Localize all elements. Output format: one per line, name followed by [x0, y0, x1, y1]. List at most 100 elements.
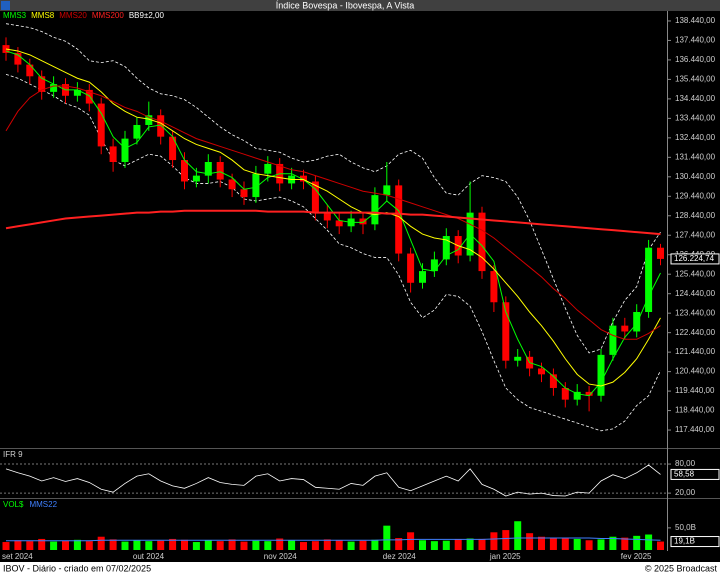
- x-tick-label: fev 2025: [621, 552, 652, 561]
- candle-body: [609, 325, 617, 355]
- volume-bar: [181, 539, 188, 550]
- current-value-box: [670, 536, 720, 548]
- volume-bar: [26, 541, 34, 550]
- candle-body: [490, 271, 498, 303]
- volume-bar: [502, 530, 510, 550]
- volume-bar: [62, 540, 69, 550]
- volume-bar: [157, 540, 165, 550]
- candle-body: [216, 162, 224, 180]
- volume-bar: [573, 538, 581, 550]
- y-tick-label: 131.440,00: [675, 152, 716, 161]
- candle-body: [597, 354, 605, 396]
- candle-body: [109, 146, 117, 162]
- candle-body: [335, 220, 343, 227]
- y-tick-label: 138.440,00: [675, 16, 716, 25]
- candle-body: [383, 185, 391, 196]
- volume-bar: [442, 540, 450, 550]
- title-bar: [0, 0, 720, 11]
- candle-body: [73, 89, 81, 96]
- footer-bar: [0, 562, 720, 575]
- current-value-label: 19,1B: [674, 537, 695, 546]
- candle-body: [264, 163, 272, 174]
- candle-body: [26, 64, 34, 77]
- y-tick-label: 121.440,00: [675, 347, 716, 356]
- candle-body: [323, 212, 331, 221]
- moving-average: [5, 209, 661, 236]
- y-tick-label: 122.440,00: [675, 328, 716, 337]
- x-tick-label: set 2024: [2, 552, 33, 561]
- volume-bar: [97, 536, 105, 550]
- current-value-label: 126.224,74: [674, 254, 715, 263]
- volume-bar: [85, 541, 93, 550]
- volume-bar: [121, 541, 129, 550]
- volume-bar: [14, 540, 22, 550]
- volume-average: [6, 537, 661, 542]
- y-tick-label: 80,00: [675, 459, 696, 468]
- candle-body: [204, 162, 212, 176]
- y-tick-label: 136.440,00: [675, 55, 716, 64]
- moving-average: [5, 85, 661, 340]
- legend-entry: BB9±2,00: [129, 11, 165, 20]
- footer-left: IBOV - Diário - criado em 07/02/2025: [3, 563, 151, 573]
- volume-bar: [335, 540, 343, 550]
- y-tick-label: 117.440,00: [675, 425, 715, 434]
- y-tick-label: 119.440,00: [675, 386, 715, 395]
- volume-bar: [133, 540, 141, 550]
- volume-bar: [430, 541, 438, 550]
- volume-bar: [657, 541, 664, 550]
- candle-body: [573, 391, 581, 400]
- y-tick-label: 132.440,00: [675, 133, 716, 142]
- y-tick-label: 125.440,00: [675, 269, 716, 278]
- window-title: Índice Bovespa - Ibovespa, A Vista: [276, 0, 414, 10]
- candle-body: [645, 247, 653, 312]
- volume-bar: [359, 540, 367, 550]
- volume-bar: [300, 542, 307, 550]
- candle-body: [657, 247, 664, 259]
- current-value-box: [670, 468, 720, 480]
- volume-bar: [407, 532, 415, 550]
- y-tick-label: 137.440,00: [675, 36, 716, 45]
- volume-bar: [38, 538, 46, 550]
- candle-body: [133, 124, 141, 139]
- candle-body: [430, 259, 438, 272]
- volume-bar: [478, 538, 486, 550]
- y-tick-label: 124.440,00: [675, 289, 716, 298]
- y-tick-label: 133.440,00: [675, 113, 716, 122]
- y-tick-label: 118.440,00: [675, 406, 715, 415]
- legend-entry: MMS200: [92, 11, 125, 20]
- candle-body: [359, 218, 367, 225]
- legend-entry: MMS8: [31, 11, 55, 20]
- candle-body: [228, 179, 236, 190]
- volume-bar: [347, 541, 355, 550]
- footer-right: © 2025 Broadcast: [645, 563, 718, 573]
- candle-body: [395, 185, 403, 254]
- volume-bar: [645, 534, 653, 550]
- x-tick-label: nov 2024: [264, 552, 297, 561]
- volume-bar: [264, 541, 272, 550]
- volume-bar: [192, 542, 200, 550]
- candle-body: [502, 302, 510, 361]
- candle-body: [407, 253, 415, 283]
- volume-bar: [252, 540, 260, 550]
- volume-bar: [228, 539, 236, 550]
- y-tick-label: 50,0B: [675, 523, 696, 532]
- y-tick-label: 134.440,00: [675, 94, 716, 103]
- candle-body: [561, 387, 569, 400]
- y-tick-label: 129.440,00: [675, 191, 716, 200]
- bollinger-band: [5, 23, 661, 354]
- y-tick-label: 130.440,00: [675, 172, 716, 181]
- candle-body: [97, 103, 105, 147]
- candle-body: [478, 212, 486, 272]
- volume-bar: [109, 539, 117, 550]
- volume-bar: [73, 539, 81, 550]
- menu-icon[interactable]: [1, 1, 10, 10]
- candle-body: [371, 195, 379, 225]
- candle-body: [50, 84, 58, 92]
- candle-body: [181, 160, 188, 182]
- candle-body: [14, 52, 22, 65]
- candle-body: [311, 181, 319, 213]
- panel-title: IFR 9: [3, 450, 23, 459]
- volume-bar: [288, 540, 296, 550]
- candle-body: [85, 89, 93, 104]
- candle-body: [442, 236, 450, 260]
